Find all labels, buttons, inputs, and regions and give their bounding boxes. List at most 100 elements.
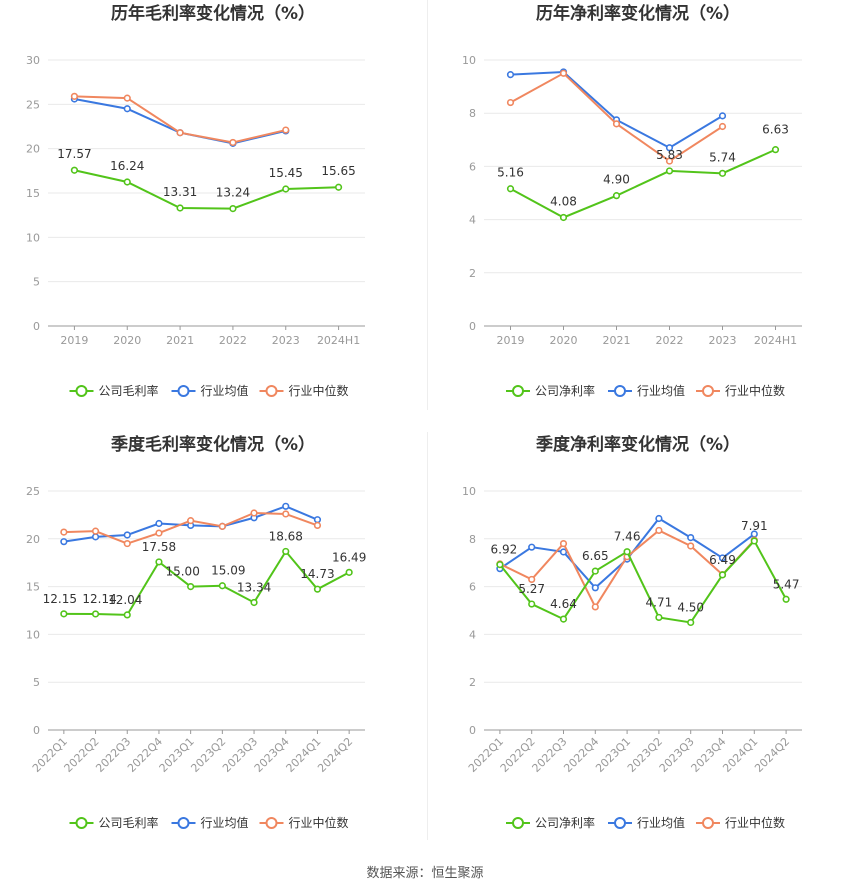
legend-marker-icon	[265, 817, 278, 829]
legend-marker-icon	[177, 817, 190, 829]
data-point	[665, 157, 674, 165]
data-point	[506, 71, 515, 79]
legend-label: 行业中位数	[289, 383, 349, 398]
x-tick-label: 2020	[113, 334, 141, 347]
y-tick-label: 5	[33, 676, 40, 689]
legend-label: 公司净利率	[535, 383, 595, 398]
data-label: 17.58	[142, 540, 176, 554]
legend-marker-icon	[177, 385, 190, 397]
data-label: 15.00	[165, 565, 199, 579]
data-point	[229, 138, 237, 147]
legend-marker-icon	[512, 817, 524, 829]
x-tick-label: 2024Q2	[315, 735, 355, 775]
data-point	[665, 167, 674, 175]
series-line	[510, 70, 724, 149]
data-point	[218, 522, 226, 530]
data-point	[528, 575, 536, 584]
data-point	[559, 615, 568, 623]
vertical-divider	[427, 0, 428, 410]
legend-label: 行业中位数	[725, 383, 785, 398]
data-point	[718, 571, 727, 579]
legend-label: 行业均值	[201, 815, 249, 830]
data-point	[218, 582, 226, 590]
chart-title: 季度净利率变化情况（%）	[536, 434, 740, 455]
data-source-footer: 数据来源：恒生聚源	[366, 866, 484, 881]
data-label: 15.45	[269, 166, 303, 180]
data-label: 6.92	[491, 543, 518, 557]
legend-marker-icon	[702, 817, 714, 829]
y-tick-label: 8	[469, 533, 476, 546]
y-tick-label: 10	[462, 54, 476, 67]
data-label: 13.31	[163, 185, 197, 199]
legend-marker-icon	[75, 817, 88, 829]
y-tick-label: 25	[26, 485, 40, 498]
x-tick-label: 2024Q2	[752, 735, 792, 775]
y-tick-label: 0	[469, 320, 476, 333]
data-point	[718, 554, 727, 562]
chart-title: 历年毛利率变化情况（%）	[111, 3, 315, 24]
legend-marker-icon	[614, 817, 626, 829]
data-label: 7.46	[614, 530, 641, 544]
data-label: 15.65	[321, 164, 355, 178]
data-label: 5.16	[497, 166, 524, 180]
y-tick-label: 2	[469, 676, 476, 689]
data-point	[591, 584, 599, 592]
data-point	[506, 98, 515, 107]
x-tick-label: 2020	[550, 334, 578, 347]
data-point	[528, 543, 536, 551]
data-point	[282, 547, 290, 556]
data-label: 12.15	[43, 592, 77, 606]
chart-title: 历年净利率变化情况（%）	[536, 3, 740, 24]
data-label: 4.64	[550, 597, 577, 611]
data-label: 5.83	[656, 148, 683, 162]
y-tick-label: 4	[469, 214, 476, 227]
y-tick-label: 2	[469, 267, 476, 280]
data-point	[91, 527, 100, 535]
data-point	[229, 205, 237, 213]
data-point	[60, 528, 68, 536]
data-label: 5.74	[709, 150, 736, 164]
data-label: 4.71	[646, 595, 673, 609]
data-point	[313, 516, 322, 524]
data-label: 5.27	[518, 582, 545, 596]
data-label: 4.50	[677, 600, 704, 614]
legend-marker-icon	[265, 385, 278, 397]
data-point	[559, 548, 568, 556]
data-point	[123, 611, 131, 619]
data-point	[506, 185, 515, 193]
data-point	[155, 519, 163, 528]
data-point	[718, 169, 727, 177]
x-tick-label: 2024H1	[754, 334, 797, 347]
series-line	[499, 539, 787, 624]
data-point	[345, 568, 353, 576]
y-tick-label: 8	[469, 107, 476, 120]
series-line	[510, 148, 776, 219]
data-point	[123, 531, 131, 539]
data-point	[687, 534, 695, 542]
data-label: 12.14	[82, 592, 116, 606]
data-point	[60, 538, 68, 546]
data-label: 16.49	[332, 550, 366, 564]
y-tick-label: 25	[26, 98, 40, 111]
legend-label: 公司净利率	[535, 815, 595, 830]
data-point	[250, 598, 258, 607]
data-point	[559, 539, 568, 548]
data-point	[771, 146, 780, 154]
data-point	[282, 510, 290, 518]
y-tick-label: 0	[33, 320, 40, 333]
data-point	[155, 529, 163, 537]
data-label: 7.91	[741, 519, 768, 533]
legend-label: 公司毛利率	[99, 383, 159, 398]
data-point	[282, 185, 290, 193]
legend-label: 行业均值	[201, 383, 249, 398]
data-point	[123, 94, 131, 102]
y-tick-label: 10	[26, 628, 40, 641]
data-point	[334, 183, 343, 191]
y-tick-label: 6	[469, 160, 476, 173]
data-point	[655, 526, 663, 535]
data-point	[60, 610, 68, 618]
data-point	[187, 517, 195, 525]
data-label: 4.08	[550, 194, 577, 208]
data-point	[750, 537, 758, 545]
